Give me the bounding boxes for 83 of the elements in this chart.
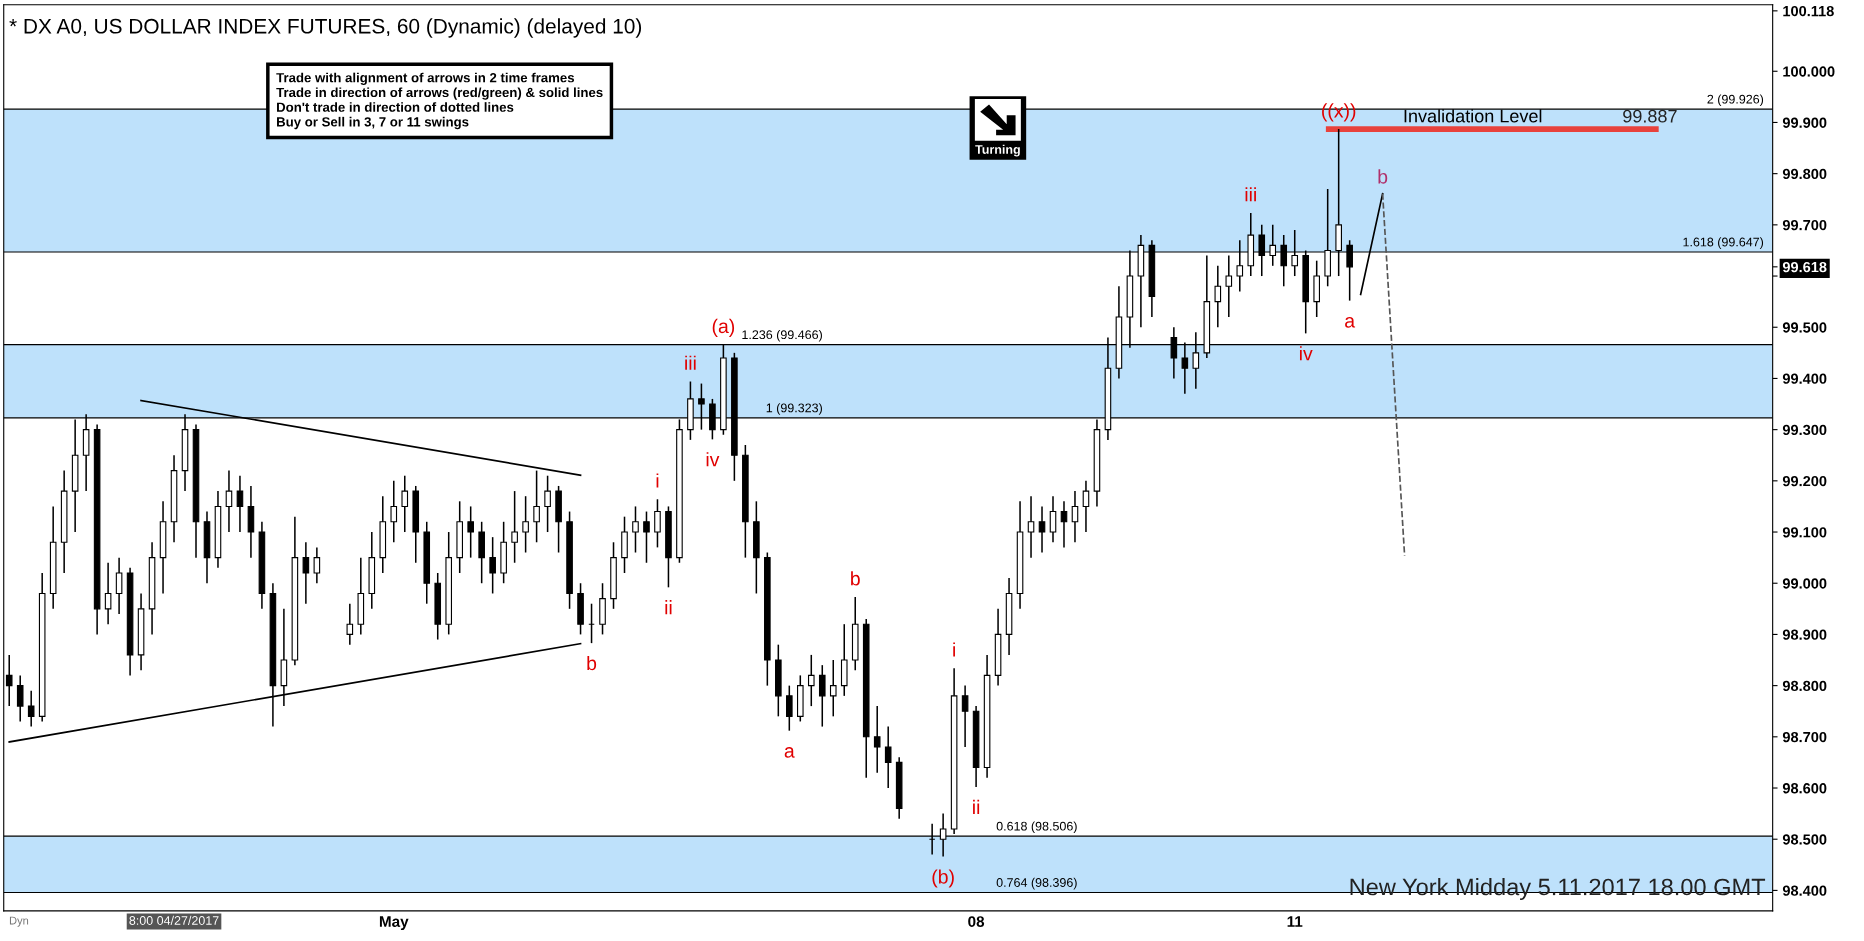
candlestick (654, 498, 661, 549)
y-tick-label: 99.618 (1782, 261, 1827, 273)
candlestick (236, 474, 244, 533)
candlestick (786, 684, 793, 732)
annotation: ii (973, 799, 980, 814)
candlestick (313, 546, 321, 584)
annotation: (a) (712, 318, 735, 337)
y-tick-label: 100.118 (1783, 5, 1834, 17)
x-tick-label: 08 (968, 916, 985, 927)
series-label: b (1378, 169, 1388, 184)
annotation: a (784, 747, 795, 758)
candlestick (16, 674, 24, 723)
candlestick (390, 480, 398, 544)
annotation: iii (1245, 187, 1256, 202)
candlestick (533, 469, 540, 544)
y-tick-label: 99.200 (1782, 475, 1827, 487)
ref-line-label: 2 (99.926) (1707, 94, 1764, 107)
candlestick (302, 541, 310, 605)
y-tick-label: 99.800 (1782, 168, 1827, 180)
x-tick-label: 11 (1287, 916, 1303, 927)
annotation: i (953, 642, 955, 657)
annotation: (b) (932, 869, 954, 888)
annotation: iv (1299, 346, 1313, 361)
annotation: b (851, 571, 860, 586)
candlestick (5, 654, 13, 707)
ref-line-label: Invalidation Level (1404, 109, 1542, 123)
ref-line-label: 1 (99.323) (766, 403, 822, 415)
candlestick (104, 561, 112, 625)
annotation: Turning (975, 144, 1020, 157)
candlestick (829, 659, 837, 718)
y-tick-label: 99.500 (1782, 322, 1827, 333)
candlestick (807, 654, 815, 707)
candlestick (467, 505, 474, 559)
y-tick-label: 99.400 (1782, 373, 1827, 384)
candlestick (544, 474, 551, 533)
candlestick (1082, 480, 1090, 533)
candlestick (1038, 505, 1046, 554)
candlestick (489, 536, 496, 595)
candlestick (115, 556, 123, 615)
annotation: iv (706, 452, 720, 467)
y-tick-label: 98.400 (1782, 885, 1827, 896)
candlestick (346, 602, 354, 646)
ref-line-label: 0.618 (98.506) (996, 821, 1077, 834)
annotation: a (1345, 317, 1356, 328)
y-tick-label: 98.800 (1782, 680, 1827, 692)
candlestick (1027, 495, 1035, 559)
annotation: iii (685, 355, 696, 370)
text: Dyn (9, 916, 29, 927)
candlestick (884, 725, 892, 789)
ref-line-label: 1.236 (99.466) (742, 329, 822, 342)
y-tick-label: 99.300 (1782, 424, 1827, 436)
candlestick (1225, 254, 1233, 318)
candlestick (522, 495, 529, 554)
x-tick-label: May (379, 916, 409, 930)
candlestick (27, 689, 35, 728)
candlestick (1214, 265, 1222, 329)
ref-line-label: 1.618 (99.647) (1683, 237, 1764, 249)
annotation: b (587, 655, 597, 671)
candlestick (818, 664, 826, 728)
candlestick (1049, 495, 1057, 544)
y-tick-label: 98.700 (1782, 731, 1827, 743)
annotation: ii (665, 600, 672, 615)
y-tick-label: 99.900 (1782, 117, 1827, 128)
annotation: Trade with alignment of arrows in 2 time frames Trade in direction of arrows (red/green) & solid lines Don't trade in direction of dotted lines Buy or Sell in 3, 7 or 11 swings (276, 72, 603, 130)
candlestick (873, 705, 881, 774)
y-tick-label: 99.700 (1782, 219, 1827, 231)
text: * DX A0, US DOLLAR INDEX FUTURES, 60 (Dynamic) (delayed 10) (9, 18, 642, 38)
y-tick-label: 98.500 (1782, 834, 1827, 845)
annotation: i (656, 473, 659, 488)
candlestick (511, 490, 518, 564)
annotation: 99.887 (1623, 109, 1677, 123)
y-tick-label: 98.900 (1782, 629, 1827, 640)
candlestick (632, 505, 639, 554)
ref-line-label: 0.764 (98.396) (996, 877, 1077, 890)
x-tick-label: 8:00 04/27/2017 (129, 915, 219, 925)
candlestick (401, 474, 409, 533)
y-tick-label: 98.600 (1782, 783, 1827, 794)
y-tick-label: 99.100 (1782, 527, 1827, 538)
candlestick (225, 469, 233, 533)
candlestick (643, 510, 650, 564)
y-tick-label: 99.000 (1782, 578, 1827, 589)
candlestick (961, 684, 969, 748)
y-tick-label: 100.000 (1783, 66, 1835, 77)
